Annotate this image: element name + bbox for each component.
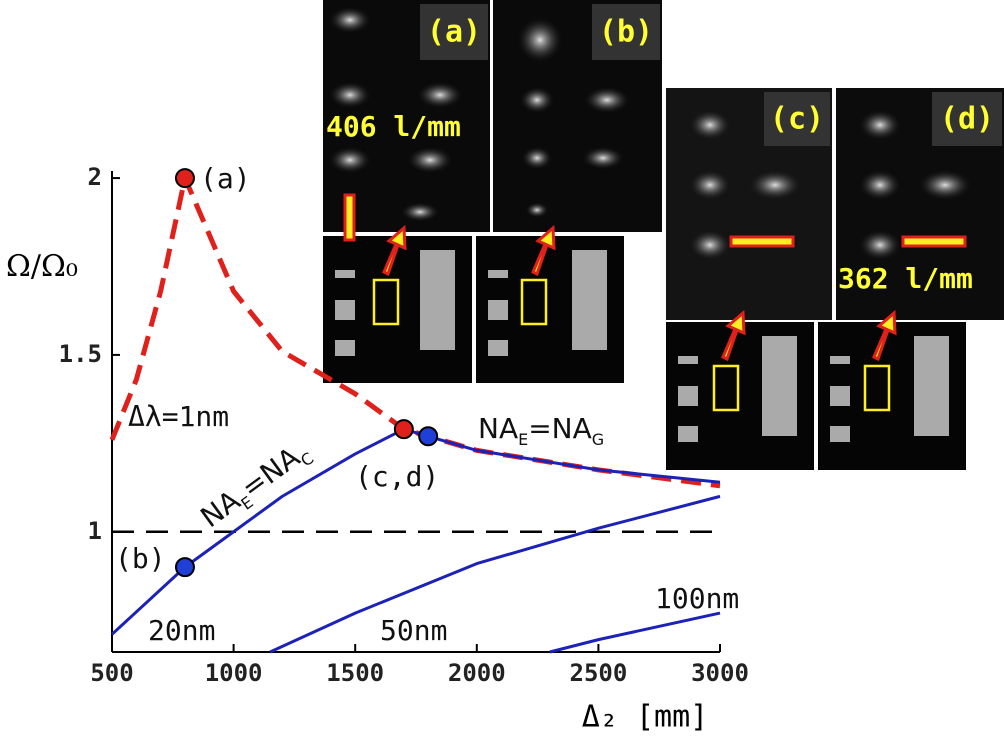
annotation-subscript: G [592, 430, 604, 449]
data-point [174, 168, 195, 189]
annotation: 20nm [148, 614, 215, 647]
annotation-text: (c,d) [355, 460, 439, 493]
x-tick-label: 2500 [570, 659, 628, 687]
data-point [393, 419, 414, 440]
annotation: (a) [200, 162, 251, 195]
inset-label: (d) [940, 102, 994, 137]
data-line [549, 611, 721, 654]
annotation-subscript: E [518, 430, 528, 449]
annotation-text: 20nm [148, 614, 215, 647]
annotation: 100nm [655, 582, 739, 615]
y-tick-label: 2 [88, 163, 102, 191]
x-tick-label: 1500 [326, 659, 384, 687]
annotation-text: (a) [200, 162, 251, 195]
annotation-text: Δλ=1nm [128, 400, 229, 433]
y-tick-label: 1 [88, 517, 102, 545]
x-axis-label: Δ₂ [mm] [582, 700, 708, 735]
x-tick-label: 500 [90, 659, 133, 687]
x-tick-label: 3000 [691, 659, 749, 687]
inset-note: 362 l/mm [838, 262, 973, 295]
annotation: 50nm [380, 614, 447, 647]
inset-label: (c) [770, 102, 824, 137]
y-tick-label: 1.5 [59, 340, 102, 368]
annotation-text: =NA [528, 412, 592, 445]
x-tick-label: 1000 [205, 659, 263, 687]
inset-label: (b) [599, 15, 653, 50]
x-tick-label: 2000 [448, 659, 506, 687]
data-line [110, 427, 721, 636]
y-axis-label: Ω/Ω₀ [6, 249, 78, 284]
inset-note: 406 l/mm [326, 110, 461, 143]
annotation: Δλ=1nm [128, 400, 229, 433]
inset-label: (a) [427, 15, 481, 50]
annotation-text: NA [478, 412, 518, 445]
annotation-text: (b) [115, 542, 166, 575]
data-point [174, 557, 195, 578]
annotation-text: 100nm [655, 582, 739, 615]
data-point [418, 426, 439, 447]
plot-area: 500 1000 1500 2000 2500 3000 1 1.5 2 (a) (b) (c,d) Δ… [59, 162, 749, 687]
inset-images: (a) (b) (c) (d) 406 l/mm 362 l/mm [323, 0, 1004, 470]
annotation: NAE=NAG [478, 412, 604, 449]
annotation-text: 50nm [380, 614, 447, 647]
data-line [269, 494, 721, 654]
annotation: (b) [115, 542, 166, 575]
annotation: (c,d) [355, 460, 439, 493]
